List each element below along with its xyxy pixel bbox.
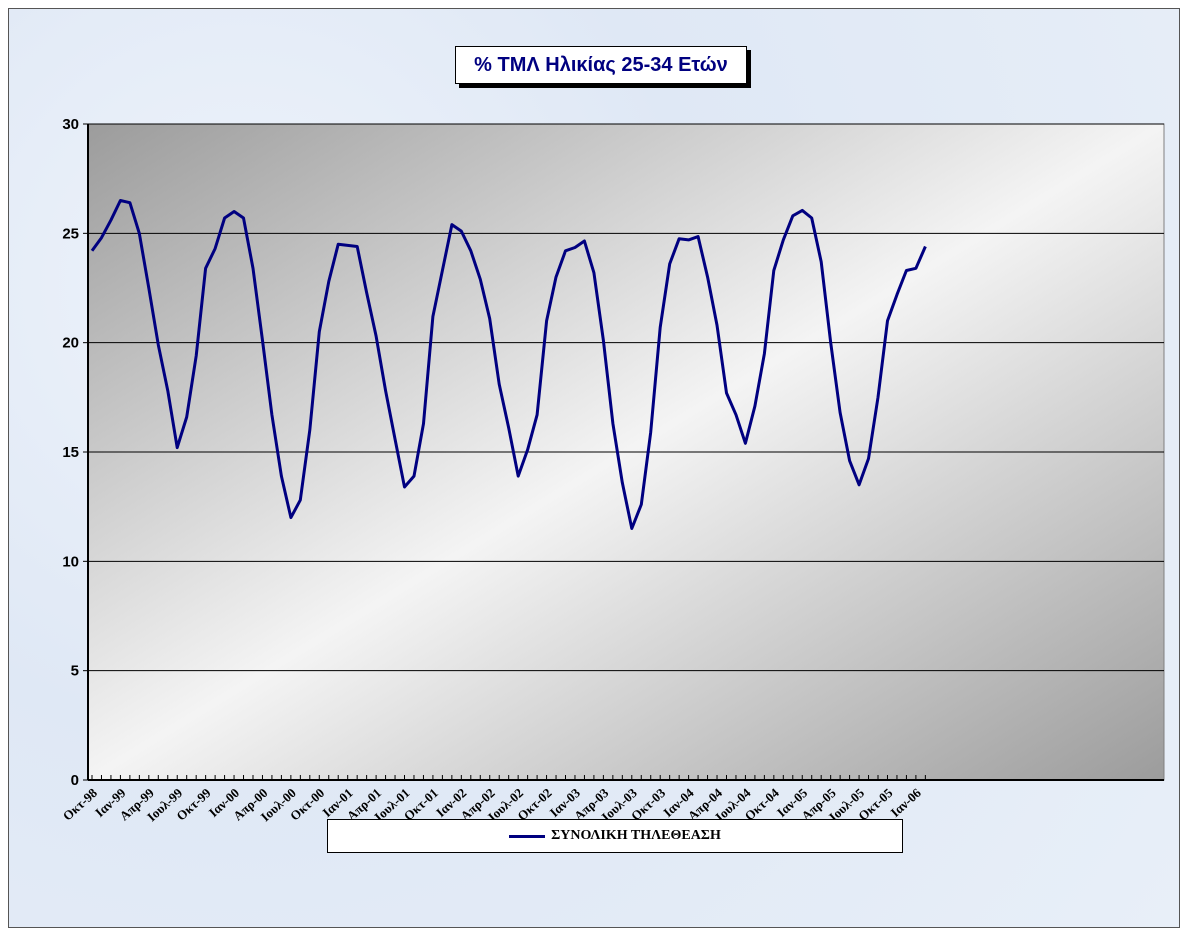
y-tick-label: 10 bbox=[62, 553, 79, 570]
y-tick-label: 30 bbox=[62, 116, 79, 133]
y-tick-label: 20 bbox=[62, 335, 79, 352]
series-line bbox=[90, 199, 927, 530]
chart-title: % ΤΜΛ Ηλικίας 25-34 Ετών bbox=[474, 53, 728, 76]
y-tick-label: 5 bbox=[71, 663, 79, 680]
legend-label: ΣΥΝΟΛΙΚΗ ΤΗΛΕΘΕΑΣΗ bbox=[551, 828, 721, 843]
y-tick-label: 0 bbox=[71, 772, 79, 789]
y-tick-label: 15 bbox=[62, 444, 79, 461]
legend: ΣΥΝΟΛΙΚΗ ΤΗΛΕΘΕΑΣΗ bbox=[327, 819, 903, 853]
legend-line-marker bbox=[509, 834, 546, 838]
x-tick-label: Οκτ-98 bbox=[60, 785, 101, 824]
y-tick-label: 25 bbox=[62, 225, 79, 242]
chart-frame: % ΤΜΛ Ηλικίας 25-34 Ετών 0 5 10 15 20 25 30 Οκ… bbox=[8, 8, 1180, 928]
x-tick-label: Ιαν-06 bbox=[888, 785, 925, 820]
chart-title-box: % ΤΜΛ Ηλικίας 25-34 Ετών bbox=[455, 46, 747, 84]
